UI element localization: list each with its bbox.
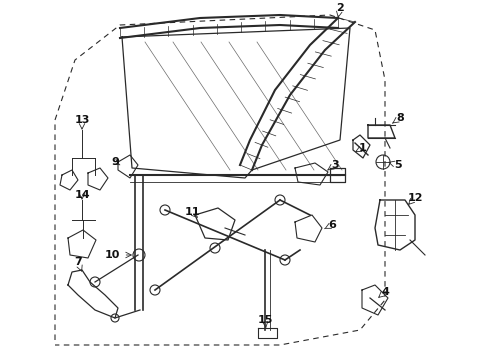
Text: 7: 7	[74, 257, 82, 267]
Text: 11: 11	[184, 207, 200, 217]
Text: 15: 15	[257, 315, 273, 325]
Text: 9: 9	[111, 157, 119, 167]
Text: 4: 4	[381, 287, 389, 297]
Text: 10: 10	[104, 250, 120, 260]
Text: 12: 12	[407, 193, 423, 203]
Text: 5: 5	[394, 160, 402, 170]
Text: 8: 8	[396, 113, 404, 123]
Text: 2: 2	[336, 3, 344, 13]
Text: 3: 3	[331, 160, 339, 170]
Text: 1: 1	[359, 143, 367, 153]
Text: 13: 13	[74, 115, 90, 125]
Text: 14: 14	[74, 190, 90, 200]
Text: 6: 6	[328, 220, 336, 230]
